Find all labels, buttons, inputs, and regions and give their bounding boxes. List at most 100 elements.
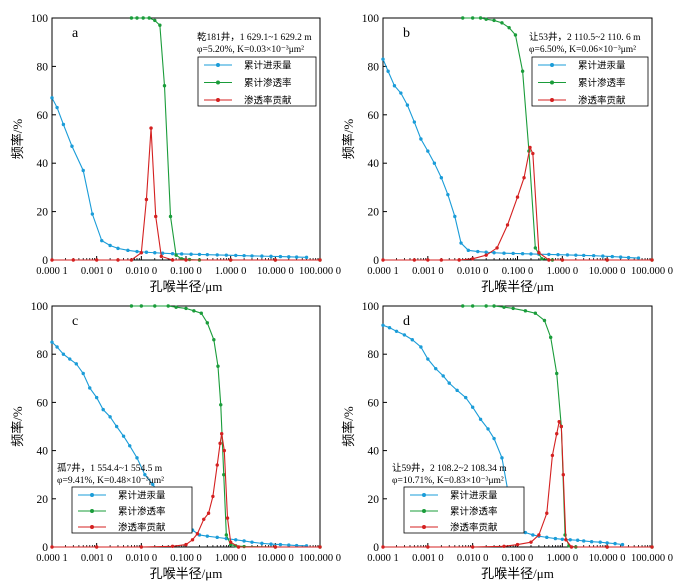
y-tick-label: 80 [368, 349, 380, 361]
data-point [318, 545, 322, 549]
data-point [574, 253, 578, 257]
contribution-series-line [383, 145, 652, 261]
data-point [412, 120, 417, 124]
data-point [528, 145, 532, 150]
data-point [569, 545, 574, 549]
data-point [174, 305, 178, 309]
data-point [242, 253, 246, 258]
y-tick-label: 40 [368, 446, 380, 458]
x-tick-label: 10.000 0 [257, 553, 294, 564]
data-point [224, 533, 229, 537]
data-point [126, 248, 130, 253]
data-point [50, 545, 54, 549]
data-point [426, 545, 430, 549]
porosity-permeability: φ=9.41%, K=0.48×10⁻³μm² [57, 476, 164, 486]
data-point [636, 256, 641, 260]
data-point [392, 84, 397, 88]
data-point [613, 541, 617, 546]
data-point [129, 304, 134, 308]
porosity-permeability: φ=10.71%, K=0.83×10⁻³μm² [392, 476, 504, 486]
data-point [523, 309, 528, 313]
y-axis-title: 频率/% [10, 406, 25, 447]
data-point [224, 253, 229, 257]
data-point [582, 539, 586, 543]
y-tick-label: 100 [31, 13, 49, 25]
data-point [550, 453, 555, 458]
data-point [559, 424, 564, 429]
data-point [515, 195, 520, 199]
data-point [545, 535, 549, 540]
x-tick-label: 0.010 0 [457, 266, 489, 277]
chart-panel-d: 0 20 40 60 80 100 0.000 1 0.001 0 0.010 0 0.100 0… [341, 301, 673, 581]
data-point [166, 304, 170, 308]
intrusion-series-line [51, 97, 307, 258]
y-tick-label: 80 [368, 61, 380, 73]
y-tick-label: 40 [368, 158, 380, 170]
data-point [618, 255, 623, 259]
data-point [547, 258, 551, 262]
data-point [561, 473, 565, 477]
data-point [144, 250, 149, 254]
data-point [439, 258, 444, 262]
data-point [160, 251, 165, 255]
intrusion-series [50, 340, 309, 548]
data-point [464, 395, 468, 400]
chart-panel-c: 0 20 40 60 80 100 0.000 1 0.001 0 0.010 0 0.100 0… [10, 301, 341, 581]
data-point [179, 252, 184, 256]
data-point [553, 536, 558, 541]
data-point [116, 246, 120, 251]
data-point [419, 137, 423, 141]
data-point [610, 254, 614, 259]
contribution-series [50, 432, 322, 549]
data-point [294, 543, 299, 548]
data-point [236, 545, 241, 549]
data-point [205, 321, 210, 325]
data-point [128, 444, 132, 448]
y-tick-label: 0 [42, 542, 48, 554]
data-point [170, 252, 175, 256]
data-point [478, 16, 483, 20]
data-point [500, 456, 504, 460]
legend-label: 渗透率贡献 [118, 522, 166, 534]
data-point [533, 246, 538, 250]
data-point [90, 212, 95, 216]
data-point [545, 511, 549, 515]
data-point [547, 252, 551, 257]
data-point [591, 253, 596, 258]
x-tick-label: 0.100 0 [170, 266, 202, 277]
data-point [318, 258, 322, 262]
data-point [529, 252, 533, 256]
data-point [50, 96, 54, 100]
y-tick-label: 20 [368, 207, 380, 219]
data-point [484, 253, 488, 257]
data-point [455, 388, 459, 393]
data-point [515, 542, 520, 547]
y-tick-label: 60 [368, 110, 380, 122]
y-tick-label: 0 [42, 255, 48, 267]
data-point [108, 243, 112, 248]
data-point [461, 16, 465, 20]
panel-letter: b [403, 26, 410, 41]
data-point [71, 258, 76, 262]
data-point [101, 407, 105, 412]
data-point [184, 258, 188, 262]
panel-letter: c [72, 314, 78, 329]
panel-letter: a [72, 26, 79, 41]
legend-label: 累计渗透率 [450, 506, 498, 518]
data-point [447, 381, 451, 385]
x-tick-label: 0.000 1 [367, 553, 399, 564]
x-axis-title: 孔喉半径/μm [150, 279, 223, 294]
data-point [242, 539, 246, 543]
data-point [520, 252, 525, 256]
data-point [387, 325, 392, 330]
data-point [273, 258, 278, 262]
x-tick-label: 0.000 1 [367, 266, 399, 277]
x-tick-label: 0.001 0 [81, 553, 113, 564]
y-tick-label: 0 [373, 542, 379, 554]
data-point [446, 192, 450, 197]
data-point [426, 357, 430, 361]
legend-swatch-marker [90, 509, 94, 513]
x-tick-label: 0.010 0 [126, 266, 158, 277]
